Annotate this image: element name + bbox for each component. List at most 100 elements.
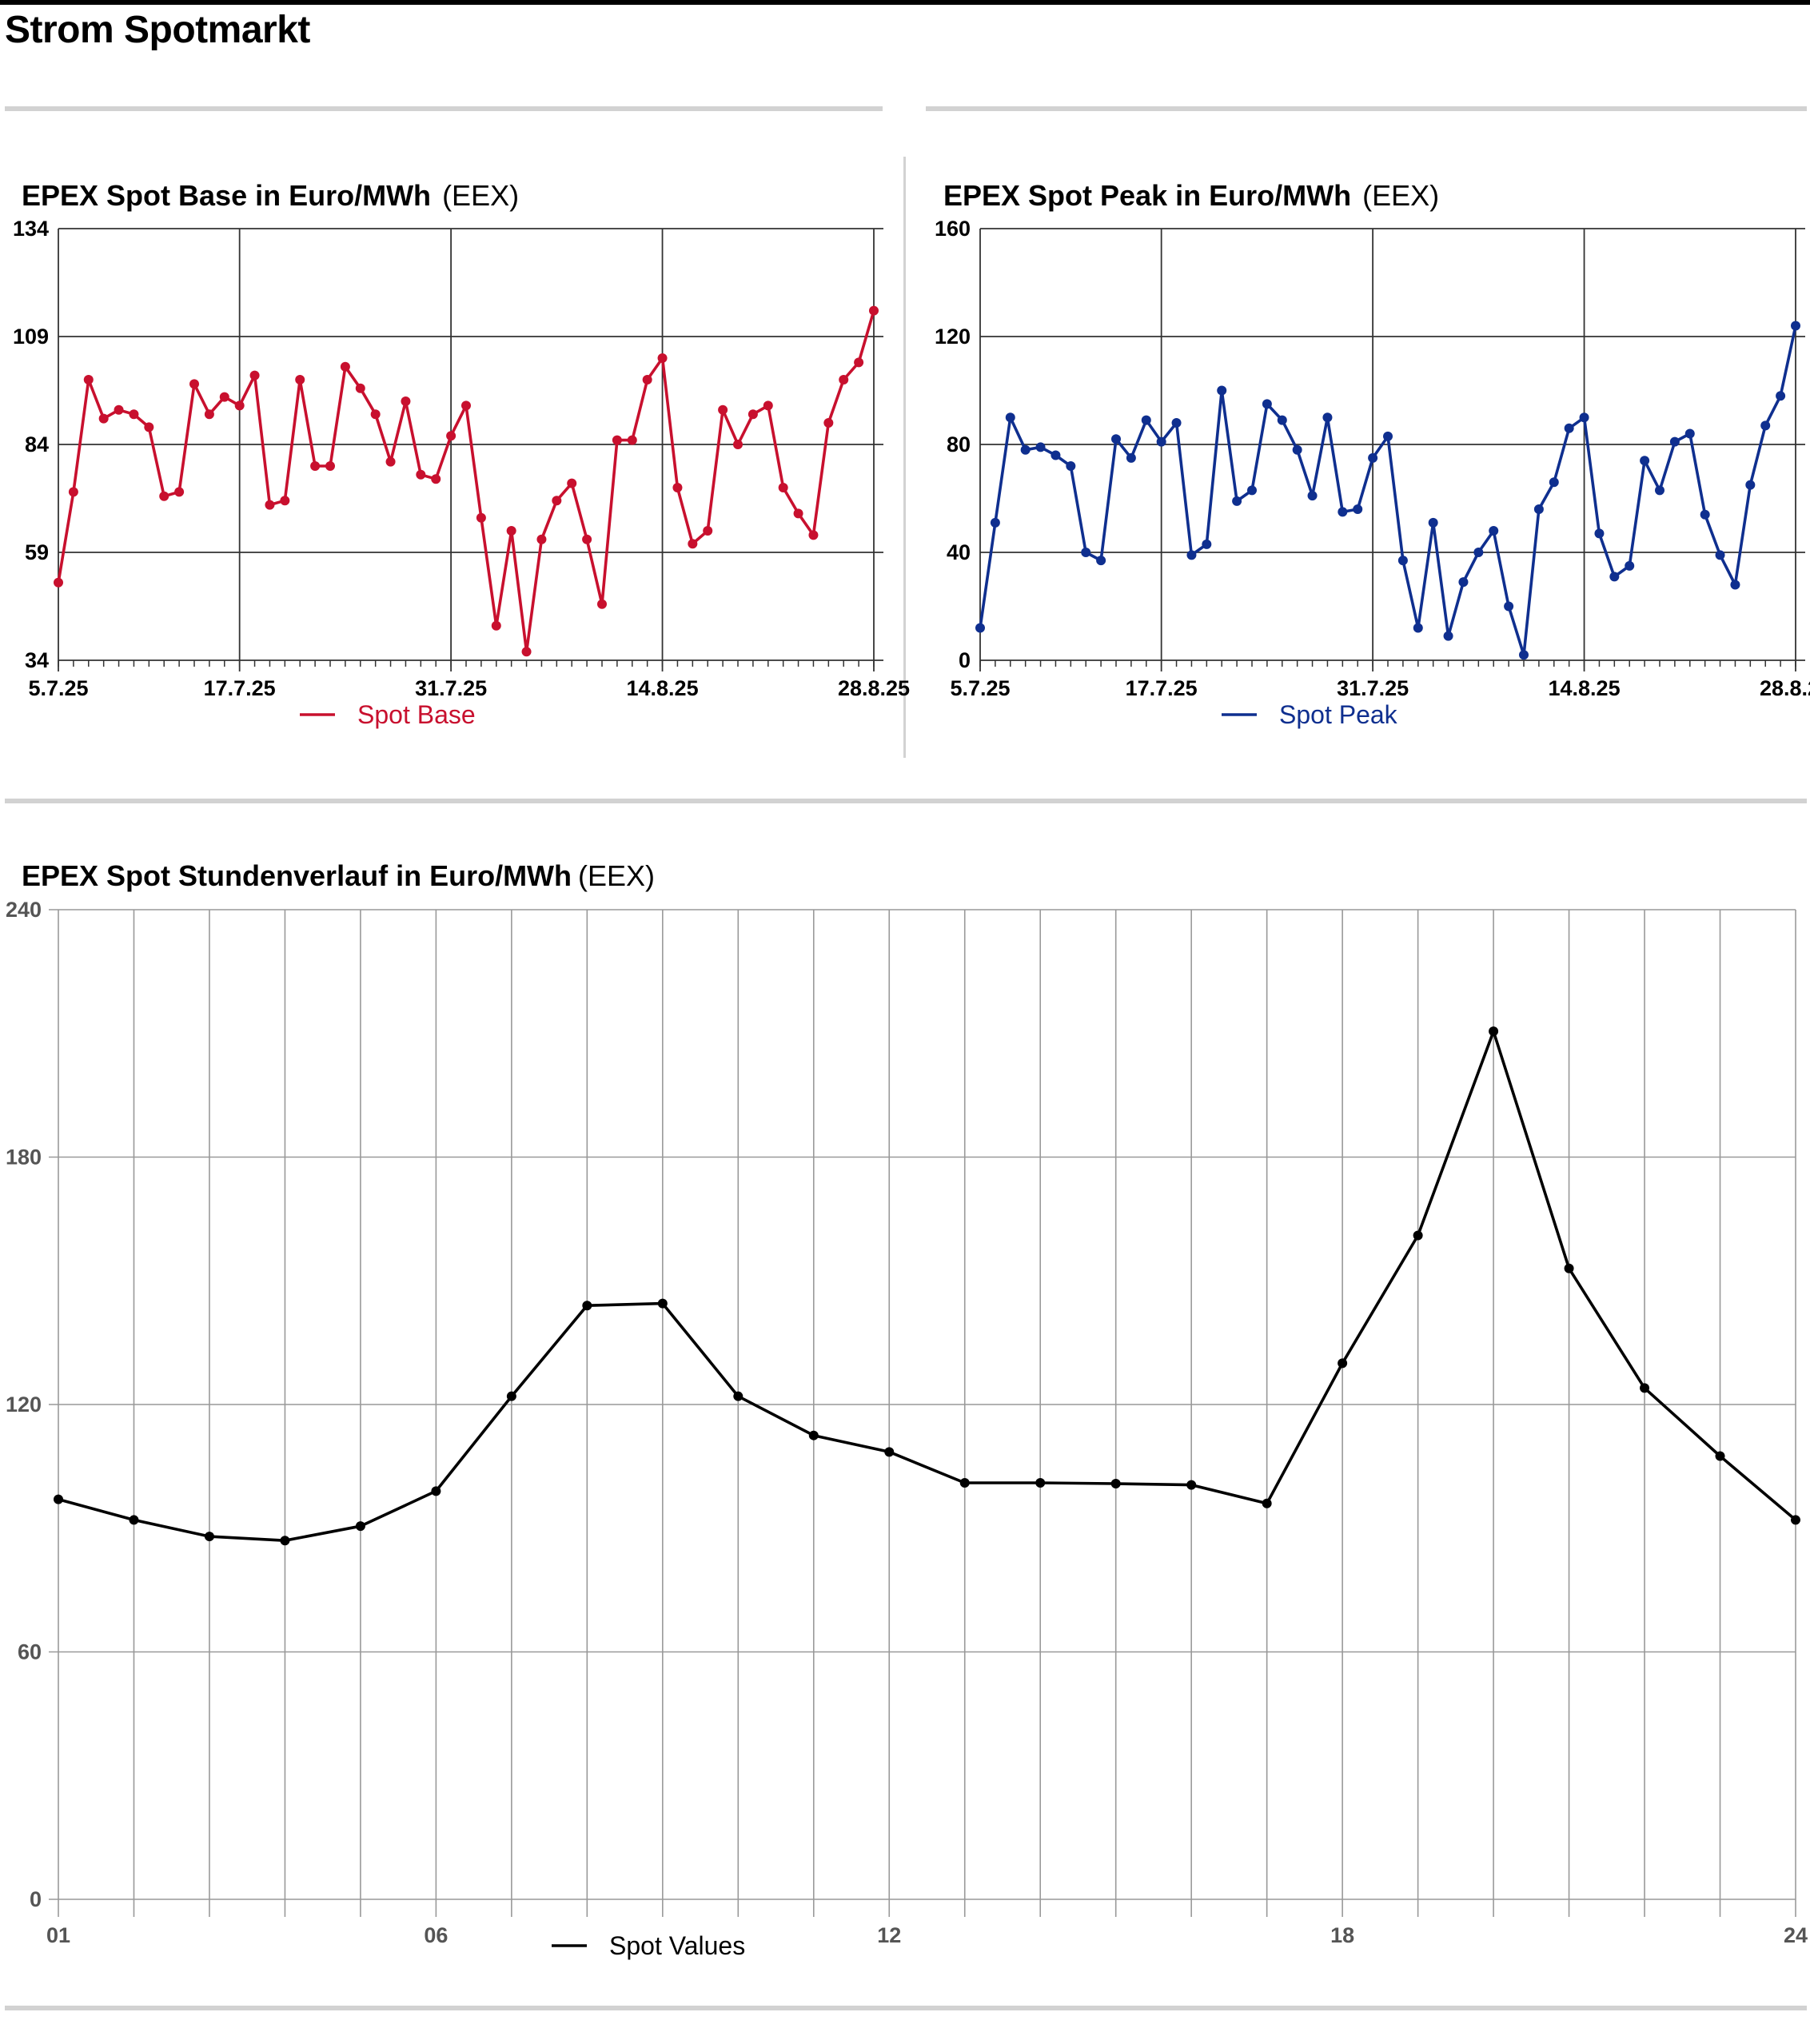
hourly-data-point	[1791, 1515, 1800, 1525]
peak-data-point	[1655, 485, 1664, 496]
hourly-data-point	[657, 1298, 668, 1309]
peak-data-point	[975, 623, 985, 633]
base-data-point	[385, 456, 396, 467]
peak-xtick-label: 28.8.25	[1760, 676, 1810, 700]
hourly-data-point	[280, 1536, 290, 1546]
base-data-point	[461, 400, 471, 411]
peak-data-point	[1684, 428, 1695, 439]
peak-data-point	[1005, 412, 1015, 423]
base-data-point	[325, 461, 335, 471]
base-data-point	[431, 474, 441, 484]
peak-data-point	[1745, 480, 1756, 490]
peak-data-point	[1473, 548, 1484, 557]
hourly-xtick-label: 18	[1330, 1923, 1354, 1947]
hourly-data-point	[1186, 1480, 1197, 1490]
base-data-point	[718, 404, 728, 415]
peak-xtick-label: 14.8.25	[1549, 676, 1621, 700]
peak-data-point	[1368, 452, 1378, 463]
peak-data-point	[1443, 631, 1453, 641]
base-data-point	[370, 409, 381, 420]
base-data-point	[521, 647, 532, 657]
hourly-data-point	[1489, 1026, 1499, 1037]
hourly-ytick-label: 0	[30, 1887, 42, 1911]
base-xtick-label: 28.8.25	[838, 676, 910, 700]
base-ytick-label: 34	[25, 648, 49, 672]
hourly-data-point	[1413, 1230, 1423, 1241]
base-data-point	[295, 375, 305, 384]
peak-data-point	[1594, 528, 1605, 539]
base-data-point	[144, 422, 154, 432]
peak-data-point	[1307, 491, 1318, 501]
divider-top-right	[926, 106, 1807, 111]
peak-data-point	[1292, 444, 1302, 455]
peak-data-point	[1428, 517, 1438, 528]
peak-data-point	[1715, 550, 1725, 560]
peak-data-point	[1156, 436, 1166, 447]
peak-data-point	[1791, 321, 1800, 331]
base-data-point	[688, 539, 698, 549]
base-data-point	[491, 620, 501, 631]
peak-data-point	[990, 517, 1000, 528]
base-chart-title: EPEX Spot Base in Euro/MWh (EEX)	[22, 179, 519, 213]
base-data-point	[582, 534, 592, 544]
peak-data-point	[1640, 456, 1650, 466]
hourly-data-point	[355, 1521, 365, 1532]
base-data-point	[506, 526, 516, 536]
base-data-point	[763, 400, 773, 411]
hourly-data-point	[129, 1515, 139, 1525]
base-ytick-label: 59	[25, 540, 49, 564]
hourly-data-point	[506, 1391, 516, 1401]
base-source-text: (EEX)	[442, 179, 520, 212]
base-data-point	[68, 487, 78, 497]
base-data-point	[748, 409, 758, 420]
base-data-point	[219, 392, 229, 402]
peak-data-point	[1186, 550, 1197, 560]
hourly-data-point	[1715, 1451, 1725, 1461]
peak-data-point	[1669, 436, 1680, 447]
hourly-data-point	[582, 1301, 592, 1311]
peak-data-point	[1217, 385, 1227, 396]
peak-data-point	[1413, 623, 1423, 633]
base-xtick-label: 5.7.25	[28, 676, 88, 700]
peak-xtick-label: 31.7.25	[1337, 676, 1409, 700]
peak-data-point	[1202, 539, 1212, 549]
peak-data-point	[1609, 572, 1620, 582]
peak-data-point	[1458, 577, 1469, 588]
top-bar	[0, 0, 1810, 5]
peak-series-line	[979, 325, 1797, 657]
hourly-xtick-label: 12	[877, 1923, 901, 1947]
base-data-point	[823, 418, 834, 428]
base-data-point	[310, 461, 321, 471]
hourly-data-point	[808, 1430, 819, 1440]
hourly-xtick-label: 24	[1784, 1923, 1808, 1947]
hourly-data-point	[1564, 1263, 1574, 1273]
base-data-point	[280, 496, 290, 506]
peak-ytick-label: 0	[959, 648, 971, 672]
hourly-data-point	[1110, 1479, 1121, 1489]
peak-data-point	[1141, 415, 1151, 425]
base-series-line	[57, 310, 875, 653]
hourly-source-text: (EEX)	[578, 859, 656, 892]
peak-data-point	[1020, 444, 1031, 455]
hourly-data-point	[431, 1486, 441, 1496]
divider-top-left	[5, 106, 883, 111]
peak-data-point	[1262, 399, 1272, 409]
peak-data-point	[1322, 412, 1333, 423]
peak-data-point	[1247, 485, 1257, 496]
peak-data-point	[1232, 496, 1242, 506]
hourly-ytick-label: 180	[6, 1146, 42, 1169]
peak-data-point	[1533, 504, 1544, 514]
peak-data-point	[1564, 423, 1574, 433]
base-data-point	[114, 404, 124, 415]
hourly-ytick-label: 120	[6, 1393, 42, 1416]
peak-data-point	[1171, 418, 1182, 428]
hourly-data-point	[959, 1478, 970, 1488]
base-data-point	[204, 409, 214, 420]
base-data-point	[446, 431, 456, 441]
peak-ytick-label: 80	[947, 432, 971, 456]
peak-data-point	[1111, 434, 1121, 444]
peak-data-point	[1096, 556, 1106, 566]
divider-middle	[5, 799, 1807, 803]
peak-chart: 0 40 80 120 160 5.7.25 17.7.25 31.7.25 14.8.25 28…	[935, 217, 1810, 729]
base-data-point	[657, 353, 668, 363]
